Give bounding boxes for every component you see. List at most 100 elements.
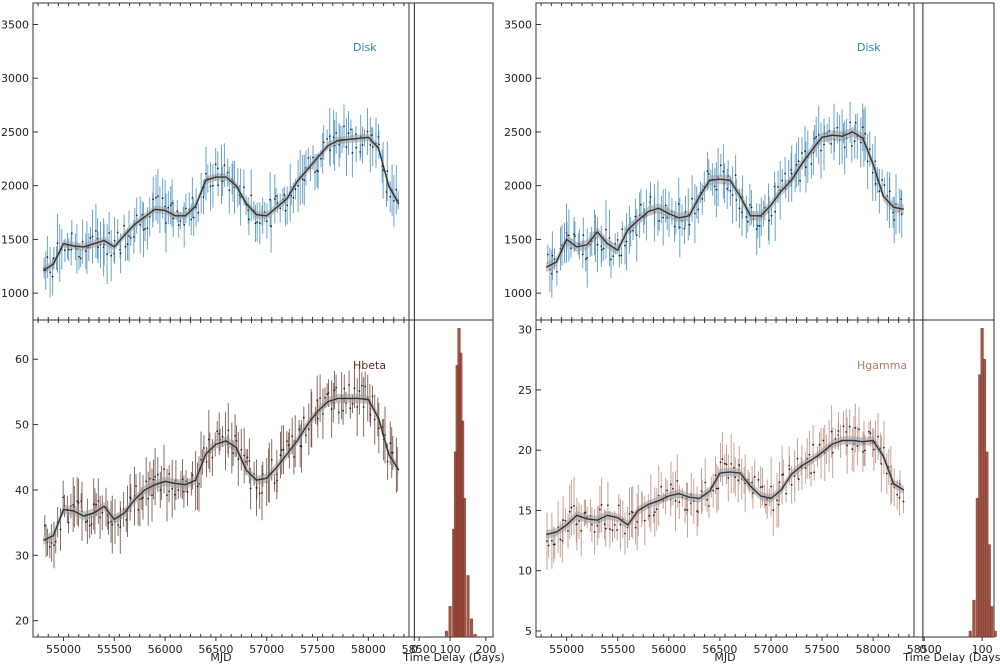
data-point	[129, 237, 132, 239]
histogram-bar	[975, 497, 979, 637]
data-point	[620, 254, 623, 257]
data-point	[625, 240, 628, 243]
data-point	[168, 490, 171, 493]
data-point	[782, 473, 785, 476]
data-point	[305, 434, 307, 437]
data-point	[788, 468, 791, 470]
data-point	[72, 503, 75, 506]
left-top-model-line	[42, 133, 400, 275]
data-point	[604, 527, 607, 530]
data-point	[770, 485, 772, 488]
data-point	[49, 271, 51, 274]
data-point	[678, 501, 681, 504]
data-point	[723, 462, 726, 465]
data-point	[797, 478, 800, 481]
data-point	[795, 163, 798, 166]
data-point	[76, 500, 79, 502]
left-bottom-ticks: 20 30 40 50 60 55000 55500 56000 56500 57000 57500…	[15, 320, 437, 656]
data-point	[813, 471, 816, 474]
x-tick-label: 56500	[198, 643, 233, 656]
data-point	[634, 215, 637, 218]
data-point	[249, 487, 252, 490]
data-point	[749, 203, 751, 206]
data-point	[797, 160, 800, 163]
data-point	[674, 500, 677, 502]
data-point	[551, 539, 553, 542]
data-point	[765, 503, 767, 506]
data-point	[221, 435, 224, 438]
right-histogram-bars	[968, 328, 997, 637]
left-histogram-x-label: Time Delay (Days)	[402, 651, 505, 664]
data-point	[302, 416, 305, 419]
data-point	[95, 503, 98, 506]
data-point	[50, 542, 53, 544]
y-tick-label: 2500	[504, 126, 532, 139]
data-point	[78, 255, 80, 258]
data-point	[810, 472, 812, 475]
data-point	[391, 451, 394, 454]
x-tick-label: 57000	[249, 643, 284, 656]
data-point	[799, 179, 801, 182]
data-point	[261, 491, 263, 494]
data-point	[166, 494, 168, 496]
model-line	[546, 439, 905, 536]
data-point	[99, 516, 101, 519]
data-point	[90, 523, 93, 525]
data-point	[738, 207, 741, 210]
data-point	[568, 234, 570, 237]
right-hist-bottom-frame	[913, 319, 995, 638]
data-point	[355, 146, 358, 149]
y-tick-label: 2000	[1, 180, 29, 193]
data-point	[276, 479, 278, 482]
data-point	[364, 385, 367, 388]
data-point	[135, 214, 138, 217]
data-point	[881, 179, 883, 181]
data-point	[377, 427, 380, 429]
y-tick-label: 3000	[1, 72, 29, 85]
data-point	[216, 167, 219, 170]
histogram-bar	[968, 630, 972, 637]
right-top-legend: Disk	[857, 41, 881, 54]
data-point	[640, 203, 642, 206]
x-tick-label: 58500	[907, 643, 942, 656]
data-point	[774, 210, 777, 213]
data-point	[684, 508, 686, 511]
data-point	[830, 143, 833, 145]
left-bottom-panel: 20 30 40 50 60 55000 55500 56000 56500 57000 57500…	[15, 319, 437, 664]
data-point	[706, 170, 709, 173]
data-point	[618, 254, 621, 257]
y-tick-label: 15	[518, 504, 532, 517]
data-point	[342, 409, 344, 412]
data-point	[864, 449, 866, 452]
data-point	[67, 521, 70, 524]
data-point	[737, 479, 740, 482]
y-tick-label: 3500	[504, 18, 532, 31]
y-tick-label: 1500	[504, 233, 532, 246]
y-tick-label: 50	[15, 419, 29, 432]
data-point	[670, 483, 672, 486]
data-point	[248, 218, 250, 221]
data-point	[292, 196, 295, 199]
data-point	[129, 497, 132, 499]
data-point	[613, 524, 616, 526]
data-point	[567, 530, 569, 532]
data-point	[753, 475, 756, 478]
data-point	[171, 202, 174, 205]
data-point	[830, 430, 833, 433]
data-point	[717, 487, 720, 490]
left-hist-bottom-frame	[408, 319, 494, 638]
data-point	[209, 185, 212, 188]
right-top-panel: 1000 1500 2000 2500 3000 3500 Disk	[504, 2, 915, 321]
data-point	[584, 511, 587, 514]
data-point	[770, 214, 773, 217]
data-point	[757, 479, 760, 481]
data-point	[273, 482, 276, 484]
data-point	[327, 392, 330, 394]
data-point	[608, 237, 611, 239]
y-tick-label: 40	[15, 484, 29, 497]
model-uncertainty-band	[43, 133, 399, 275]
data-point	[335, 386, 337, 389]
data-point	[653, 511, 656, 513]
histogram-bar	[473, 633, 477, 637]
